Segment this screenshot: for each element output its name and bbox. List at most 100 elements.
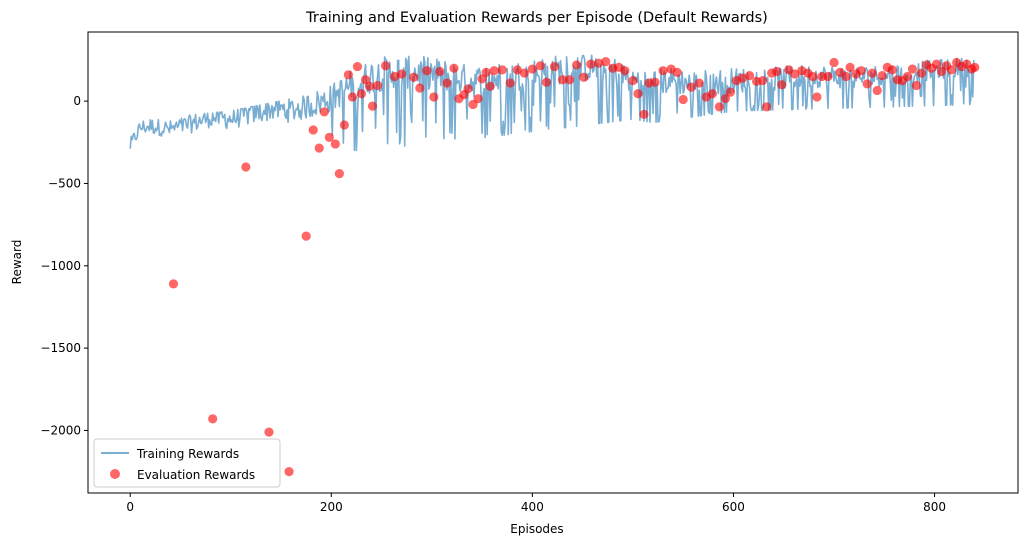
evaluation-point xyxy=(744,71,755,81)
evaluation-point xyxy=(352,61,363,72)
evaluation-point xyxy=(601,57,611,67)
evaluation-point xyxy=(381,61,391,71)
x-axis: 0 200 400 600 800 xyxy=(126,493,946,514)
evaluation-point xyxy=(887,65,897,75)
x-tick-label: 0 xyxy=(126,500,134,514)
x-tick-label: 800 xyxy=(923,500,946,514)
evaluation-point xyxy=(557,75,568,85)
evaluation-point xyxy=(633,89,643,99)
y-tick-label: 0 xyxy=(73,94,81,108)
axes-background xyxy=(88,32,1018,493)
evaluation-point xyxy=(628,75,638,86)
evaluation-point xyxy=(541,77,552,87)
evaluation-point xyxy=(586,59,596,69)
evaluation-point xyxy=(970,62,980,72)
evaluation-point xyxy=(409,72,419,82)
evaluation-point xyxy=(877,71,887,81)
evaluation-point xyxy=(535,61,546,71)
y-tick-label: −1000 xyxy=(40,259,81,273)
evaluation-point xyxy=(415,83,425,93)
evaluation-point xyxy=(694,78,704,88)
evaluation-point xyxy=(422,66,432,76)
legend-evaluation-marker xyxy=(110,469,120,479)
evaluation-point xyxy=(725,87,736,97)
evaluation-point xyxy=(364,81,375,91)
evaluation-point xyxy=(658,66,668,76)
evaluation-point xyxy=(390,71,400,82)
evaluation-point xyxy=(356,89,367,99)
evaluation-point xyxy=(527,64,537,74)
legend-training-label: Training Rewards xyxy=(136,447,239,461)
evaluation-point xyxy=(762,102,772,112)
evaluation-point xyxy=(168,279,179,289)
evaluation-point xyxy=(907,64,918,74)
evaluation-point xyxy=(549,61,560,72)
evaluation-point xyxy=(572,60,582,70)
evaluation-point xyxy=(947,65,957,75)
evaluation-point xyxy=(758,75,768,86)
evaluation-point xyxy=(686,82,696,92)
evaluation-point xyxy=(808,71,818,82)
evaluation-point xyxy=(308,125,318,135)
evaluation-point xyxy=(314,143,324,153)
evaluation-point xyxy=(872,85,882,96)
evaluation-point xyxy=(330,139,340,149)
evaluation-point xyxy=(620,66,630,76)
evaluation-point xyxy=(650,77,660,87)
evaluation-point xyxy=(823,71,833,82)
plot-area xyxy=(87,31,1019,494)
evaluation-point xyxy=(435,66,445,77)
evaluation-point xyxy=(737,73,748,83)
y-axis: −2000 −1500 −1000 −500 0 xyxy=(40,94,88,437)
chart-title: Training and Evaluation Rewards per Epis… xyxy=(305,10,768,26)
evaluation-point xyxy=(678,94,688,105)
evaluation-point xyxy=(429,92,439,102)
evaluation-point xyxy=(512,65,522,75)
evaluation-point xyxy=(284,467,294,477)
evaluation-point xyxy=(347,92,358,102)
evaluation-point xyxy=(481,67,491,77)
legend-evaluation-label: Evaluation Rewards xyxy=(137,468,255,482)
evaluation-point xyxy=(241,162,251,172)
evaluation-point xyxy=(367,101,378,111)
evaluation-point xyxy=(720,94,731,104)
evaluation-point xyxy=(829,57,839,68)
evaluation-point xyxy=(714,102,724,112)
evaluation-point xyxy=(397,69,407,79)
evaluation-point xyxy=(301,231,311,241)
evaluation-point xyxy=(902,71,913,82)
evaluation-point xyxy=(343,70,353,80)
evaluation-point xyxy=(845,62,855,72)
evaluation-point xyxy=(497,65,507,75)
evaluation-point xyxy=(463,84,473,94)
evaluation-point xyxy=(360,75,371,85)
evaluation-point xyxy=(931,59,942,69)
evaluation-point xyxy=(639,109,649,119)
x-axis-label: Episodes xyxy=(510,522,563,536)
evaluation-rewards-series xyxy=(168,57,980,477)
evaluation-point xyxy=(867,68,877,78)
evaluation-point xyxy=(477,74,487,84)
evaluation-point xyxy=(911,80,922,91)
x-tick-label: 400 xyxy=(521,500,544,514)
y-tick-label: −500 xyxy=(48,176,81,190)
x-tick-label: 600 xyxy=(722,500,745,514)
x-tick-label: 200 xyxy=(320,500,343,514)
y-tick-label: −1500 xyxy=(40,341,81,355)
evaluation-point xyxy=(485,81,495,91)
evaluation-point xyxy=(519,68,529,78)
evaluation-point xyxy=(564,75,575,85)
evaluation-point xyxy=(856,66,866,76)
evaluation-point xyxy=(916,68,927,78)
evaluation-point xyxy=(790,69,800,79)
evaluation-point xyxy=(841,71,851,82)
evaluation-point xyxy=(579,72,589,82)
evaluation-point xyxy=(264,427,274,437)
evaluation-point xyxy=(772,66,782,77)
y-tick-label: −2000 xyxy=(40,423,81,437)
legend-box xyxy=(93,438,281,488)
y-axis-label: Reward xyxy=(10,240,24,285)
evaluation-point xyxy=(208,414,218,424)
evaluation-point xyxy=(372,80,383,91)
